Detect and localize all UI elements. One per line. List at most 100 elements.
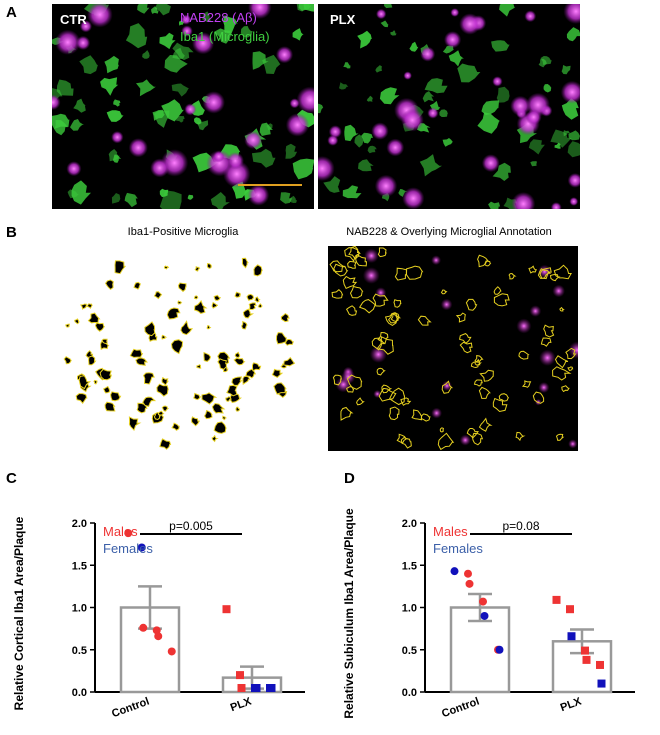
panel-a-letter: A	[6, 4, 17, 21]
y-tick-label: 1.0	[72, 603, 87, 615]
cortical-iba1-chart: Relative Cortical Iba1 Area/Plaque 0.0 0.5…	[12, 516, 305, 720]
microglia-mask-blob	[252, 362, 262, 372]
data-point	[495, 645, 504, 654]
microglia-mask-blob	[193, 300, 208, 314]
plaque-spot	[481, 154, 500, 173]
microglia-outline	[345, 305, 358, 316]
plaque-spot	[431, 255, 441, 266]
microglia-outline	[388, 387, 406, 406]
microglia-outline	[528, 265, 537, 274]
microglia-blob	[366, 95, 373, 102]
microglia-outline	[540, 337, 552, 347]
microglia-mask-blob	[135, 357, 148, 367]
microglia-outline	[377, 331, 389, 345]
plaque-spot	[560, 80, 580, 104]
microglia-mask-blob	[248, 302, 257, 311]
data-point	[480, 611, 489, 620]
microglia-mask-blob	[128, 416, 142, 432]
microglia-blob	[492, 162, 511, 181]
microglia-blob	[442, 138, 453, 147]
microglia-mask-blob	[211, 434, 219, 443]
plaque-spot	[511, 192, 536, 209]
plaque-spot	[206, 150, 233, 177]
microglia-outline	[559, 306, 565, 312]
microglia-mask-blob	[180, 320, 194, 336]
plaque-spot	[111, 131, 124, 144]
plaque-spot	[150, 158, 170, 178]
microglia-blob	[538, 58, 547, 68]
microglia-outline	[346, 374, 363, 390]
microglia-outline	[521, 380, 532, 388]
p-value-label: p=0.005	[169, 519, 213, 533]
microglia-mask-blob	[203, 351, 212, 362]
microglia-mask-blob	[193, 295, 199, 300]
microglia-mask-blob	[235, 406, 241, 412]
microglia-outline	[555, 433, 565, 441]
microglia-blob	[323, 176, 341, 193]
microglia-mask-blob	[161, 376, 169, 386]
microglia-mask-blob	[231, 376, 243, 386]
microglia-blob	[187, 194, 194, 200]
microglia-blob	[367, 145, 377, 154]
microglia-mask-blob	[246, 293, 255, 301]
microglia-outline	[437, 432, 455, 451]
microglia-blob	[289, 195, 297, 203]
annotation-overlay-shapes	[329, 246, 578, 451]
data-point	[567, 632, 576, 641]
legend-males: Males	[103, 524, 138, 539]
plaque-spot	[550, 202, 562, 209]
microglia-outline	[381, 384, 393, 394]
plaque-spot	[371, 122, 389, 140]
microglia-blob	[481, 100, 500, 116]
microglia-mask-blob	[157, 410, 165, 416]
y-tick-label: 2.0	[402, 518, 417, 530]
microglia-blob	[528, 139, 545, 155]
microglia-mask-blob	[78, 375, 92, 390]
data-point	[597, 679, 606, 688]
plaque-spot	[403, 71, 412, 80]
microglia-blob	[361, 132, 373, 144]
y-tick-label: 2.0	[72, 518, 87, 530]
iba1-mask-shapes	[63, 257, 296, 450]
microglia-blob	[566, 27, 580, 42]
panel-b-letter: B	[6, 224, 17, 241]
plaque-spot	[492, 76, 503, 87]
microglia-blob	[354, 134, 365, 148]
microglia-blob	[70, 119, 84, 131]
microglia-mask-blob	[254, 296, 261, 303]
microglia-mask-blob	[104, 279, 114, 291]
y-axis-label: Relative Cortical Iba1 Area/Plaque	[12, 516, 26, 710]
legend-males: Males	[433, 524, 468, 539]
microglia-outline	[420, 413, 431, 422]
microglia-blob	[422, 91, 435, 103]
microglia-mask-blob	[222, 415, 228, 421]
microglia-mask-blob	[275, 332, 287, 345]
microglia-mask-blob	[156, 383, 169, 397]
microglia-blob	[342, 185, 362, 199]
microglia-outline	[498, 393, 510, 402]
microglia-mask-blob	[245, 368, 257, 379]
microglia-blob	[161, 99, 184, 122]
microglia-blob	[357, 30, 372, 49]
plaque-spot	[128, 138, 148, 158]
microglia-outline	[477, 254, 490, 268]
microglia-outline	[371, 337, 385, 351]
microglia-outline	[565, 347, 577, 360]
microglia-outline	[411, 409, 423, 421]
microglia-blob	[344, 124, 359, 142]
plaque-spot	[192, 32, 215, 55]
plaque-spot	[79, 20, 92, 33]
x-tick-label: PLX	[229, 695, 254, 714]
plx-micrograph: PLX	[318, 4, 580, 209]
microglia-mask-blob	[191, 416, 201, 427]
microglia-mask-blob	[177, 282, 187, 293]
microglia-outline	[549, 273, 561, 282]
plaque-spot	[568, 341, 578, 359]
plaque-spot	[362, 267, 380, 284]
microglia-mask-blob	[242, 308, 255, 319]
plaque-spot	[248, 4, 272, 19]
plaque-spot	[401, 108, 424, 132]
plaque-spot	[450, 8, 460, 17]
plaque-spot	[275, 46, 294, 64]
data-point	[552, 595, 561, 604]
